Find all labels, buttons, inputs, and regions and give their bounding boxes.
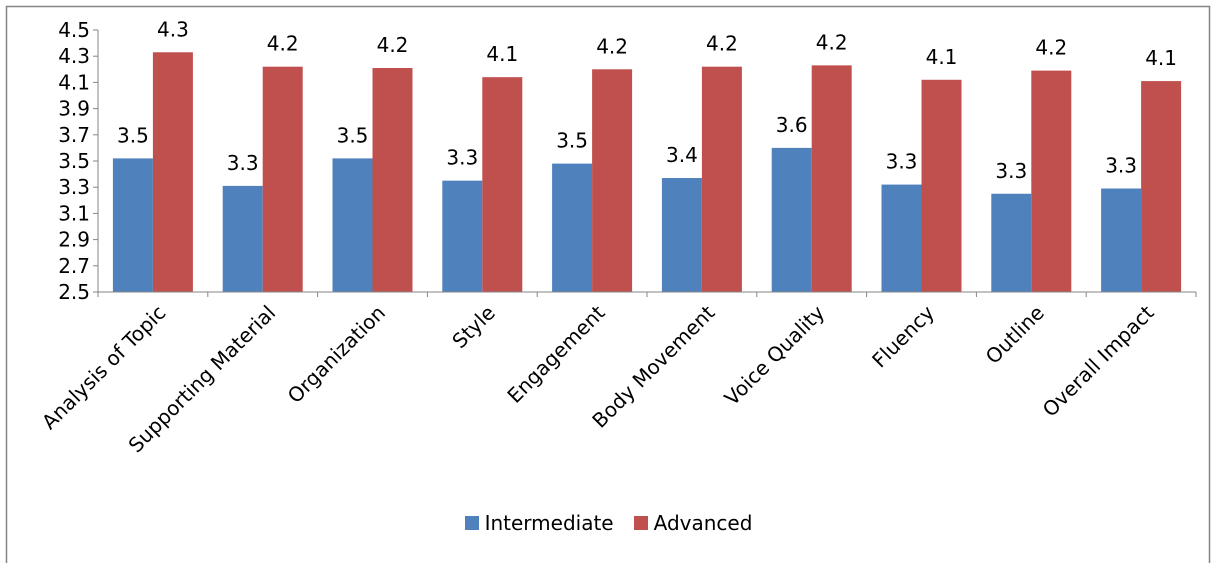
legend-label-advanced: Advanced	[653, 511, 753, 535]
y-tick-label: 2.7	[58, 254, 90, 278]
x-category-label: Fluency	[867, 300, 939, 372]
bar-intermediate	[661, 178, 702, 292]
data-label-intermediate: 3.4	[666, 143, 698, 167]
data-label-intermediate: 3.3	[1105, 154, 1137, 178]
x-category-label: Overall Impact	[1038, 300, 1159, 421]
bar-intermediate	[552, 163, 593, 292]
legend-label-intermediate: Intermediate	[484, 511, 614, 535]
data-label-advanced: 4.2	[1035, 36, 1067, 60]
data-label-intermediate: 3.3	[227, 151, 259, 175]
bar-advanced	[701, 66, 742, 293]
data-label-intermediate: 3.3	[995, 159, 1027, 183]
x-category-label: Outline	[981, 301, 1049, 369]
x-category-label: Engagement	[502, 300, 609, 407]
bar-advanced	[921, 79, 962, 292]
data-label-intermediate: 3.3	[886, 150, 918, 174]
data-label-intermediate: 3.5	[117, 123, 149, 147]
bar-advanced	[811, 65, 852, 293]
legend-swatch-intermediate	[464, 516, 479, 530]
data-label-advanced: 4.3	[157, 17, 189, 41]
data-label-advanced: 4.2	[816, 30, 848, 54]
data-label-advanced: 4.2	[267, 32, 299, 56]
x-category-label: Voice Quality	[720, 300, 830, 410]
y-tick-label: 2.5	[58, 280, 90, 304]
y-tick-label: 4.1	[58, 70, 90, 94]
y-tick-label: 4.3	[58, 44, 90, 68]
bar-intermediate	[112, 158, 153, 292]
data-label-intermediate: 3.5	[337, 123, 369, 147]
y-tick-label: 3.7	[58, 123, 90, 147]
legend-item-intermediate: Intermediate	[464, 511, 614, 535]
y-tick-label: 4.5	[58, 18, 90, 42]
data-label-advanced: 4.2	[706, 32, 738, 56]
data-label-intermediate: 3.3	[446, 146, 478, 170]
bar-intermediate	[442, 180, 483, 292]
bar-advanced	[1031, 70, 1072, 292]
y-tick-label: 3.3	[58, 175, 90, 199]
data-label-advanced: 4.1	[486, 42, 518, 66]
y-tick-label: 3.9	[58, 97, 90, 121]
y-tick-label: 3.1	[58, 201, 90, 225]
data-label-advanced: 4.1	[926, 45, 958, 69]
legend-item-advanced: Advanced	[633, 511, 753, 535]
y-tick-label: 2.9	[58, 228, 90, 252]
y-tick-label: 3.5	[58, 149, 90, 173]
bar-advanced	[152, 52, 193, 292]
legend: Intermediate Advanced	[0, 508, 1217, 538]
bar-advanced	[592, 69, 633, 292]
data-label-advanced: 4.2	[377, 33, 409, 57]
x-category-label: Organization	[283, 301, 390, 408]
bar-intermediate	[771, 147, 812, 292]
bar-intermediate	[332, 158, 373, 292]
bar-intermediate	[1101, 188, 1142, 292]
legend-swatch-advanced	[633, 516, 648, 530]
bars: 3.5 4.3 3.3 4.2 3.5 4.2 3.3 4.1 3.5 4.2 3.4 4.2 3.6 4…	[112, 17, 1182, 293]
bar-advanced	[372, 67, 413, 293]
bar-intermediate	[881, 184, 922, 292]
x-category-label: Body Movement	[587, 300, 719, 432]
bar-advanced	[1141, 81, 1182, 292]
bar-advanced	[262, 66, 303, 293]
bar-intermediate	[222, 185, 263, 292]
bar-advanced	[482, 77, 523, 292]
bar-intermediate	[991, 193, 1032, 292]
data-label-advanced: 4.1	[1145, 46, 1177, 70]
data-label-intermediate: 3.5	[556, 129, 588, 153]
x-category-label: Style	[447, 301, 499, 353]
data-label-intermediate: 3.6	[776, 113, 808, 137]
data-label-advanced: 4.2	[596, 34, 628, 58]
chart-border	[5, 5, 1211, 563]
y-axis: 2.52.72.9 3.13.33.53.73.9 4.14.34.5	[58, 18, 99, 304]
